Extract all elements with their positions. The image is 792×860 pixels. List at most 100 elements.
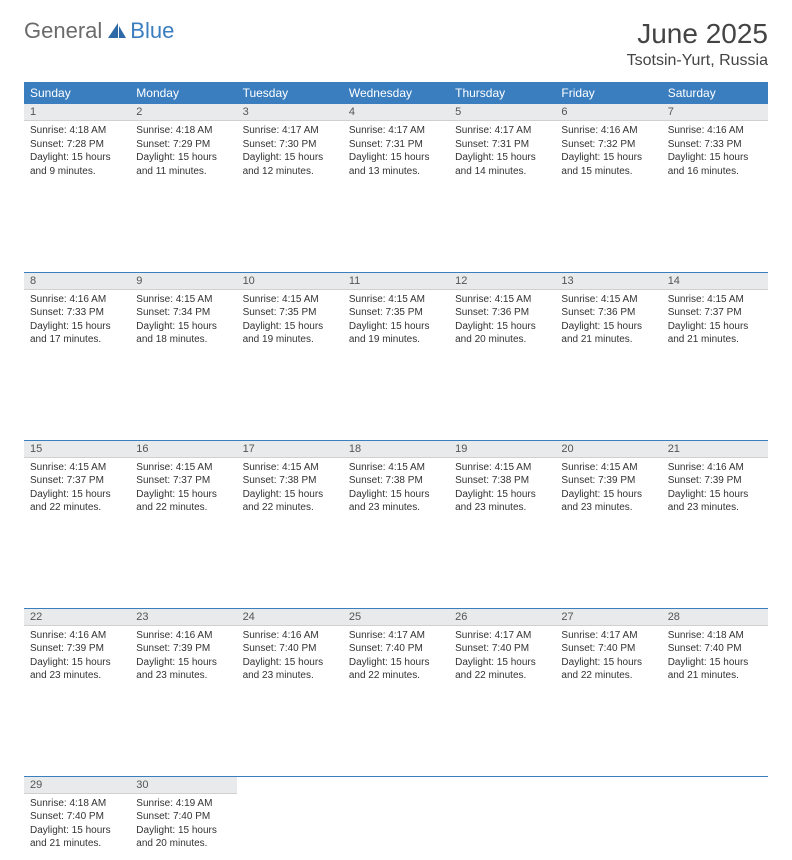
day-details: Sunrise: 4:18 AMSunset: 7:40 PMDaylight:… <box>662 626 768 687</box>
day-line-dl1: Daylight: 15 hours <box>668 151 762 165</box>
logo-text-blue: Blue <box>130 18 174 44</box>
day-line-dl1: Daylight: 15 hours <box>243 320 337 334</box>
day-line-dl2: and 12 minutes. <box>243 165 337 179</box>
day-details: Sunrise: 4:18 AMSunset: 7:40 PMDaylight:… <box>24 794 130 855</box>
logo-sail-icon <box>106 21 128 41</box>
day-number: 21 <box>662 441 768 458</box>
weekday-header: Sunday <box>24 82 130 104</box>
day-details: Sunrise: 4:15 AMSunset: 7:34 PMDaylight:… <box>130 290 236 351</box>
day-line-dl1: Daylight: 15 hours <box>349 320 443 334</box>
day-line-dl1: Daylight: 15 hours <box>561 320 655 334</box>
day-details: Sunrise: 4:16 AMSunset: 7:40 PMDaylight:… <box>237 626 343 687</box>
day-line-ss: Sunset: 7:29 PM <box>136 138 230 152</box>
weekday-header: Friday <box>555 82 661 104</box>
calendar-table: Sunday Monday Tuesday Wednesday Thursday… <box>24 82 768 860</box>
day-line-ss: Sunset: 7:39 PM <box>561 474 655 488</box>
day-details: Sunrise: 4:15 AMSunset: 7:37 PMDaylight:… <box>662 290 768 351</box>
week-divider <box>24 524 768 608</box>
day-line-sr: Sunrise: 4:16 AM <box>136 629 230 643</box>
day-line-sr: Sunrise: 4:18 AM <box>136 124 230 138</box>
title-block: June 2025 Tsotsin-Yurt, Russia <box>627 18 768 70</box>
day-line-dl1: Daylight: 15 hours <box>30 824 124 838</box>
day-line-dl2: and 17 minutes. <box>30 333 124 347</box>
day-number: 23 <box>130 609 236 626</box>
calendar-week-row: 8Sunrise: 4:16 AMSunset: 7:33 PMDaylight… <box>24 272 768 356</box>
week-divider <box>24 692 768 776</box>
calendar-day-cell: 25Sunrise: 4:17 AMSunset: 7:40 PMDayligh… <box>343 608 449 692</box>
day-number: 15 <box>24 441 130 458</box>
day-line-dl1: Daylight: 15 hours <box>30 656 124 670</box>
day-details: Sunrise: 4:15 AMSunset: 7:36 PMDaylight:… <box>449 290 555 351</box>
calendar-day-cell: 23Sunrise: 4:16 AMSunset: 7:39 PMDayligh… <box>130 608 236 692</box>
day-details: Sunrise: 4:16 AMSunset: 7:33 PMDaylight:… <box>662 121 768 182</box>
day-line-sr: Sunrise: 4:17 AM <box>243 124 337 138</box>
day-line-dl1: Daylight: 15 hours <box>243 488 337 502</box>
calendar-week-row: 1Sunrise: 4:18 AMSunset: 7:28 PMDaylight… <box>24 104 768 188</box>
day-number: 2 <box>130 104 236 121</box>
weekday-header: Monday <box>130 82 236 104</box>
day-line-sr: Sunrise: 4:17 AM <box>349 629 443 643</box>
calendar-day-cell: 28Sunrise: 4:18 AMSunset: 7:40 PMDayligh… <box>662 608 768 692</box>
calendar-day-cell: 18Sunrise: 4:15 AMSunset: 7:38 PMDayligh… <box>343 440 449 524</box>
day-details: Sunrise: 4:15 AMSunset: 7:35 PMDaylight:… <box>343 290 449 351</box>
day-line-ss: Sunset: 7:35 PM <box>243 306 337 320</box>
day-line-sr: Sunrise: 4:15 AM <box>349 461 443 475</box>
calendar-day-cell: 9Sunrise: 4:15 AMSunset: 7:34 PMDaylight… <box>130 272 236 356</box>
day-details: Sunrise: 4:18 AMSunset: 7:29 PMDaylight:… <box>130 121 236 182</box>
day-line-dl2: and 13 minutes. <box>349 165 443 179</box>
calendar-day-cell <box>237 776 343 860</box>
day-line-dl2: and 21 minutes. <box>30 837 124 851</box>
day-line-ss: Sunset: 7:39 PM <box>136 642 230 656</box>
day-line-sr: Sunrise: 4:15 AM <box>136 293 230 307</box>
day-line-dl2: and 23 minutes. <box>455 501 549 515</box>
weekday-header-row: Sunday Monday Tuesday Wednesday Thursday… <box>24 82 768 104</box>
day-line-dl2: and 22 minutes. <box>455 669 549 683</box>
day-details: Sunrise: 4:17 AMSunset: 7:40 PMDaylight:… <box>343 626 449 687</box>
day-line-sr: Sunrise: 4:16 AM <box>30 293 124 307</box>
day-line-sr: Sunrise: 4:16 AM <box>668 124 762 138</box>
calendar-day-cell: 30Sunrise: 4:19 AMSunset: 7:40 PMDayligh… <box>130 776 236 860</box>
day-details: Sunrise: 4:17 AMSunset: 7:31 PMDaylight:… <box>449 121 555 182</box>
day-number: 30 <box>130 777 236 794</box>
day-details: Sunrise: 4:19 AMSunset: 7:40 PMDaylight:… <box>130 794 236 855</box>
day-line-dl1: Daylight: 15 hours <box>561 151 655 165</box>
weekday-header: Thursday <box>449 82 555 104</box>
day-line-sr: Sunrise: 4:15 AM <box>561 461 655 475</box>
weekday-header: Tuesday <box>237 82 343 104</box>
day-line-sr: Sunrise: 4:19 AM <box>136 797 230 811</box>
day-number: 6 <box>555 104 661 121</box>
day-number: 27 <box>555 609 661 626</box>
day-number: 14 <box>662 273 768 290</box>
day-details: Sunrise: 4:17 AMSunset: 7:30 PMDaylight:… <box>237 121 343 182</box>
calendar-day-cell <box>662 776 768 860</box>
calendar-day-cell: 27Sunrise: 4:17 AMSunset: 7:40 PMDayligh… <box>555 608 661 692</box>
day-line-dl2: and 20 minutes. <box>455 333 549 347</box>
day-line-dl1: Daylight: 15 hours <box>455 320 549 334</box>
day-line-sr: Sunrise: 4:18 AM <box>668 629 762 643</box>
day-line-dl2: and 20 minutes. <box>136 837 230 851</box>
day-line-dl1: Daylight: 15 hours <box>30 320 124 334</box>
day-line-dl2: and 9 minutes. <box>30 165 124 179</box>
day-details: Sunrise: 4:16 AMSunset: 7:39 PMDaylight:… <box>24 626 130 687</box>
calendar-day-cell: 3Sunrise: 4:17 AMSunset: 7:30 PMDaylight… <box>237 104 343 188</box>
day-line-dl1: Daylight: 15 hours <box>136 320 230 334</box>
day-number: 24 <box>237 609 343 626</box>
day-line-dl1: Daylight: 15 hours <box>30 151 124 165</box>
day-details: Sunrise: 4:15 AMSunset: 7:36 PMDaylight:… <box>555 290 661 351</box>
weekday-header: Saturday <box>662 82 768 104</box>
day-line-ss: Sunset: 7:32 PM <box>561 138 655 152</box>
calendar-day-cell: 15Sunrise: 4:15 AMSunset: 7:37 PMDayligh… <box>24 440 130 524</box>
day-line-dl2: and 21 minutes. <box>561 333 655 347</box>
calendar-day-cell: 26Sunrise: 4:17 AMSunset: 7:40 PMDayligh… <box>449 608 555 692</box>
day-details: Sunrise: 4:16 AMSunset: 7:39 PMDaylight:… <box>662 458 768 519</box>
day-details: Sunrise: 4:18 AMSunset: 7:28 PMDaylight:… <box>24 121 130 182</box>
day-line-dl1: Daylight: 15 hours <box>243 656 337 670</box>
day-line-ss: Sunset: 7:40 PM <box>455 642 549 656</box>
day-number: 8 <box>24 273 130 290</box>
day-line-dl2: and 22 minutes. <box>349 669 443 683</box>
calendar-week-row: 15Sunrise: 4:15 AMSunset: 7:37 PMDayligh… <box>24 440 768 524</box>
day-line-ss: Sunset: 7:40 PM <box>136 810 230 824</box>
day-line-dl1: Daylight: 15 hours <box>561 488 655 502</box>
day-line-dl2: and 18 minutes. <box>136 333 230 347</box>
day-line-dl2: and 22 minutes. <box>30 501 124 515</box>
